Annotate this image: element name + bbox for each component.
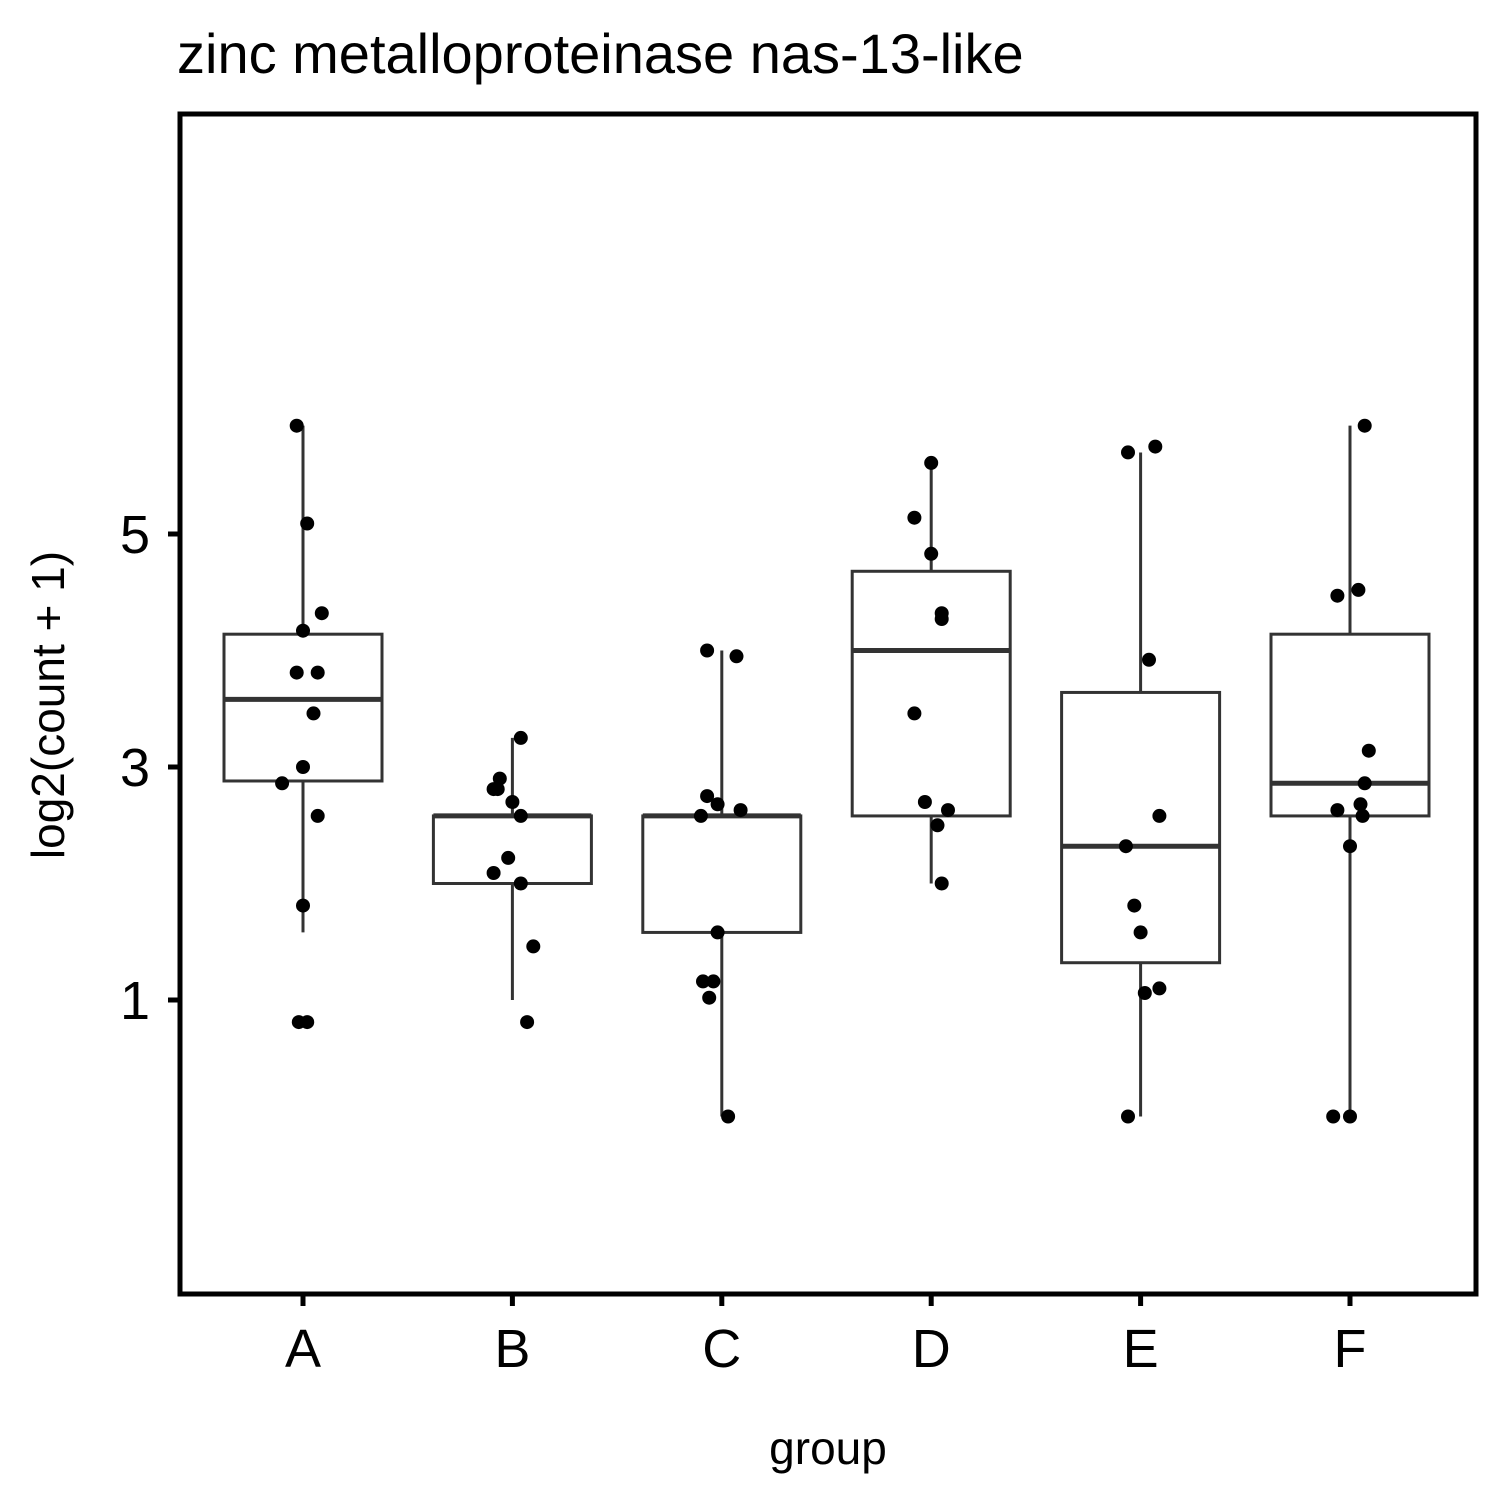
- data-point-E: [1142, 653, 1156, 667]
- data-point-E: [1121, 445, 1135, 459]
- data-point-B: [520, 1015, 534, 1029]
- data-point-E: [1148, 440, 1162, 454]
- iqr-box: [643, 816, 801, 933]
- x-tick-label-F: F: [1334, 1319, 1367, 1379]
- y-tick-label-5: 5: [120, 505, 150, 565]
- data-point-B: [491, 782, 505, 796]
- data-point-B: [505, 795, 519, 809]
- y-tick-label-1: 1: [120, 971, 150, 1031]
- data-point-E: [1127, 899, 1141, 913]
- box-group-B: [433, 738, 591, 1000]
- data-point-E: [1152, 809, 1166, 823]
- data-point-A: [290, 666, 304, 680]
- x-axis-title: group: [769, 1422, 887, 1474]
- iqr-box: [1271, 634, 1429, 816]
- data-point-D: [907, 511, 921, 525]
- data-point-F: [1330, 589, 1344, 603]
- data-point-A: [296, 899, 310, 913]
- y-tick-label-3: 3: [120, 738, 150, 798]
- data-point-F: [1354, 797, 1368, 811]
- box-group-F: [1271, 426, 1429, 1117]
- x-tick-label-D: D: [912, 1319, 951, 1379]
- data-point-C: [694, 809, 708, 823]
- data-point-D: [924, 456, 938, 470]
- data-point-E: [1119, 839, 1133, 853]
- data-point-A: [307, 706, 321, 720]
- data-point-A: [296, 760, 310, 774]
- box-group-A: [224, 426, 382, 933]
- data-point-B: [514, 877, 528, 891]
- data-point-D: [935, 612, 949, 626]
- data-point-F: [1358, 776, 1372, 790]
- data-point-F: [1351, 583, 1365, 597]
- data-point-F: [1343, 1110, 1357, 1124]
- x-tick-label-E: E: [1123, 1319, 1159, 1379]
- data-point-C: [702, 991, 716, 1005]
- data-point-E: [1134, 925, 1148, 939]
- iqr-box: [1062, 692, 1220, 962]
- data-point-B: [514, 731, 528, 745]
- data-point-B: [514, 809, 528, 823]
- data-point-D: [924, 547, 938, 561]
- y-axis-title: log2(count + 1): [22, 551, 74, 859]
- data-point-C: [721, 1110, 735, 1124]
- data-point-A: [300, 1015, 314, 1029]
- data-point-F: [1362, 744, 1376, 758]
- data-point-D: [907, 706, 921, 720]
- data-point-C: [696, 974, 710, 988]
- iqr-box: [224, 634, 382, 781]
- data-point-D: [918, 795, 932, 809]
- data-point-F: [1326, 1110, 1340, 1124]
- iqr-box: [433, 816, 591, 884]
- data-point-C: [700, 644, 714, 658]
- data-point-D: [941, 803, 955, 817]
- data-point-F: [1356, 809, 1370, 823]
- data-point-E: [1121, 1110, 1135, 1124]
- x-tick-label-C: C: [702, 1319, 741, 1379]
- data-point-C: [730, 649, 744, 663]
- chart-title: zinc metalloproteinase nas-13-like: [177, 22, 1024, 85]
- data-point-F: [1343, 839, 1357, 853]
- data-point-A: [311, 666, 325, 680]
- data-point-B: [526, 939, 540, 953]
- x-tick-label-A: A: [285, 1319, 321, 1379]
- data-point-A: [296, 624, 310, 638]
- x-tick-label-B: B: [494, 1319, 530, 1379]
- data-point-B: [501, 851, 515, 865]
- box-group-C: [643, 651, 801, 1117]
- data-point-E: [1138, 986, 1152, 1000]
- data-point-B: [487, 866, 501, 880]
- data-point-F: [1330, 803, 1344, 817]
- data-point-A: [275, 776, 289, 790]
- data-point-C: [711, 925, 725, 939]
- data-point-A: [300, 517, 314, 531]
- box-group-E: [1062, 452, 1220, 1116]
- iqr-box: [852, 571, 1010, 816]
- data-point-E: [1152, 981, 1166, 995]
- data-point-A: [315, 606, 329, 620]
- box-group-D: [852, 463, 1010, 884]
- data-point-F: [1358, 419, 1372, 433]
- data-point-A: [290, 419, 304, 433]
- data-point-D: [935, 877, 949, 891]
- data-point-A: [311, 809, 325, 823]
- data-point-C: [711, 797, 725, 811]
- data-point-D: [931, 818, 945, 832]
- data-point-C: [734, 803, 748, 817]
